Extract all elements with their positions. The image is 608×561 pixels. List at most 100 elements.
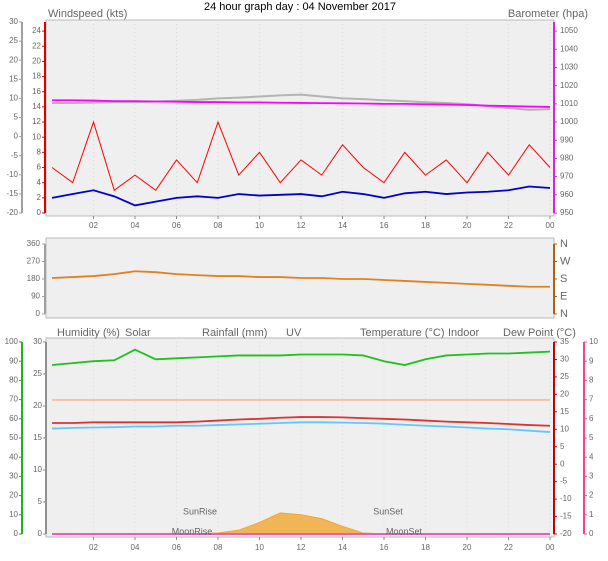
y-tick-label: -15 — [560, 512, 572, 521]
y-tick-label: 6 — [589, 414, 594, 423]
series-line — [51, 421, 551, 433]
x-tick-label: 12 — [297, 221, 306, 230]
y-tick-label: 8 — [589, 376, 594, 385]
y-tick-label: 20 — [9, 55, 18, 64]
y-tick-label: -5 — [560, 477, 568, 486]
x-tick-label: 08 — [214, 543, 223, 552]
y-tick-label: S — [560, 273, 567, 285]
y-tick-label: 960 — [560, 190, 574, 199]
x-tick-label: 18 — [421, 221, 430, 230]
y-tick-label: 25 — [33, 369, 42, 378]
series-line — [51, 270, 550, 288]
legend-label: Indoor — [448, 327, 480, 339]
x-tick-label: 20 — [463, 543, 472, 552]
x-tick-label: 08 — [214, 221, 223, 230]
x-tick-label: 10 — [255, 221, 264, 230]
y-tick-label: 5 — [14, 113, 19, 122]
y-tick-label: -5 — [11, 151, 19, 160]
y-tick-label: 10 — [33, 465, 42, 474]
x-tick-label: 04 — [131, 543, 140, 552]
y-tick-label: 30 — [9, 17, 18, 26]
y-tick-label: 1030 — [560, 63, 578, 72]
y-tick-label: 8 — [37, 147, 42, 156]
annotation: MoonSet — [386, 526, 423, 536]
y-tick-label: 25 — [9, 36, 18, 45]
y-tick-label: 20 — [32, 57, 41, 66]
y-tick-label: 25 — [560, 372, 569, 381]
y-tick-label: 10 — [560, 424, 569, 433]
x-tick-label: 22 — [504, 221, 513, 230]
y-tick-label: 16 — [32, 87, 41, 96]
series-line — [51, 348, 551, 366]
y-tick-label: 20 — [560, 389, 569, 398]
y-tick-label: 24 — [32, 26, 41, 35]
x-tick-label: 22 — [504, 543, 513, 552]
y-tick-label: 15 — [33, 433, 42, 442]
x-tick-label: 18 — [421, 543, 430, 552]
chart-title: 24 hour graph day : 04 November 2017 — [204, 1, 396, 13]
y-tick-label: 1000 — [560, 117, 578, 126]
y-tick-label: 10 — [9, 94, 18, 103]
y-tick-label: 90 — [31, 292, 40, 301]
y-tick-label: 0 — [560, 459, 565, 468]
y-tick-label: 0 — [36, 309, 41, 318]
y-tick-label: 20 — [33, 401, 42, 410]
y-tick-label: 14 — [32, 102, 41, 111]
y-tick-label: 2 — [37, 193, 42, 202]
x-tick-label: 06 — [172, 221, 181, 230]
y-tick-label: 5 — [38, 497, 43, 506]
x-tick-label: 16 — [380, 221, 389, 230]
y-tick-label: -20 — [6, 208, 18, 217]
y-tick-label: 100 — [5, 337, 19, 346]
plot-area — [45, 19, 555, 217]
legend-label: Dew Point (°C) — [503, 327, 576, 339]
y-tick-label: 1040 — [560, 44, 578, 53]
y-tick-label: 0 — [14, 529, 19, 538]
y-tick-label: 18 — [32, 72, 41, 81]
y-tick-label: 1020 — [560, 81, 578, 90]
y-tick-label: 30 — [560, 355, 569, 364]
legend-label: Humidity (%) — [57, 327, 120, 339]
x-tick-label: 10 — [255, 543, 264, 552]
y-tick-label: 1 — [589, 510, 594, 519]
x-tick-label: 00 — [546, 543, 555, 552]
y-tick-label: 12 — [32, 117, 41, 126]
y-tick-label: 40 — [9, 452, 18, 461]
x-tick-label: 02 — [89, 543, 98, 552]
annotation: SunRise — [183, 506, 217, 516]
legend-label: Rainfall (mm) — [202, 327, 267, 339]
y-tick-label: 60 — [9, 414, 18, 423]
y-tick-label: 15 — [560, 407, 569, 416]
y-tick-label: N — [560, 238, 568, 250]
x-tick-label: 20 — [463, 221, 472, 230]
y-tick-label: 5 — [560, 442, 565, 451]
y-tick-label: 0 — [589, 529, 594, 538]
annotation: SunSet — [373, 506, 403, 516]
legend-label: UV — [286, 327, 302, 339]
y-tick-label: -15 — [6, 189, 18, 198]
y-tick-label: 0 — [37, 208, 42, 217]
x-tick-label: 04 — [131, 221, 140, 230]
y-tick-label: 7 — [589, 395, 594, 404]
y-tick-label: 4 — [37, 178, 42, 187]
y-tick-label: 990 — [560, 135, 574, 144]
y-tick-label: 980 — [560, 154, 574, 163]
y-tick-label: 950 — [560, 208, 574, 217]
legend-label: Barometer (hpa) — [508, 8, 588, 20]
x-tick-label: 00 — [546, 221, 555, 230]
y-tick-label: 270 — [27, 257, 41, 266]
y-tick-label: -10 — [6, 170, 18, 179]
legend-label: Windspeed (kts) — [48, 8, 127, 20]
x-tick-label: 02 — [89, 221, 98, 230]
y-tick-label: 0 — [14, 132, 19, 141]
x-tick-label: 14 — [338, 221, 347, 230]
y-tick-label: 30 — [9, 472, 18, 481]
plot-area — [45, 337, 555, 538]
y-tick-label: N — [560, 308, 568, 320]
y-tick-label: 1050 — [560, 26, 578, 35]
series-line — [52, 99, 551, 108]
y-tick-label: 6 — [37, 163, 42, 172]
